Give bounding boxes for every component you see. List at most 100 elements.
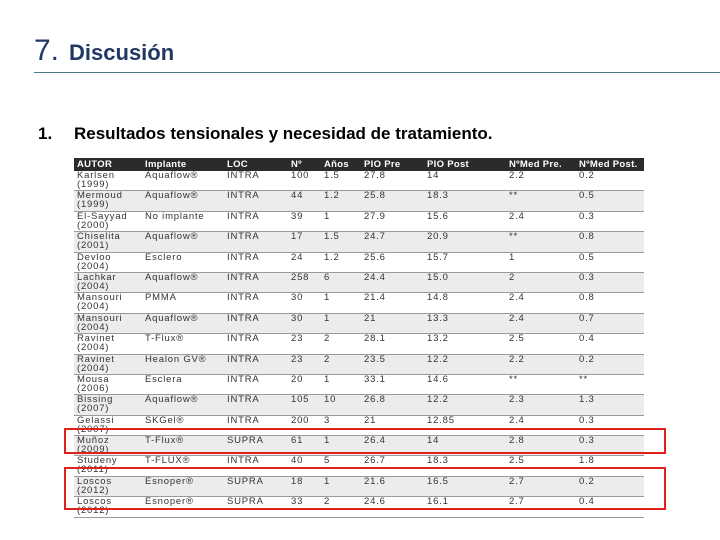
author-name: Studeny bbox=[77, 455, 118, 467]
author-year: (2001) bbox=[77, 240, 110, 252]
cell-years: 2 bbox=[321, 496, 361, 518]
table-row: Loscos (2012) Esnoper® SUPRA 33 2 24.6 16.1 2.7 0… bbox=[74, 496, 644, 518]
cell-implant: Aquaflow® bbox=[142, 313, 224, 335]
table-row: Ravinet (2004) Healon GV® INTRA 23 2 23.5 12.2 2… bbox=[74, 353, 644, 375]
col-header-author: AUTOR bbox=[74, 158, 142, 171]
cell-med-pre: 2.7 bbox=[506, 476, 576, 498]
cell-years: 1.2 bbox=[321, 190, 361, 212]
cell-loc: SUPRA bbox=[224, 476, 288, 498]
cell-med-post: 0.4 bbox=[576, 496, 644, 518]
table-row: Devloo (2004) Esclero INTRA 24 1.2 25.6 15.7 1 0.… bbox=[74, 251, 644, 273]
cell-loc: INTRA bbox=[224, 252, 288, 273]
subtitle: 1. Resultados tensionales y necesidad de … bbox=[38, 124, 493, 144]
cell-n: 30 bbox=[288, 292, 321, 314]
cell-implant: Aquaflow® bbox=[142, 171, 224, 192]
highlight-box-loscos bbox=[64, 467, 666, 510]
cell-author: Mansouri (2004) bbox=[74, 313, 142, 335]
author-name: Gelassi bbox=[77, 414, 115, 426]
cell-pio-pre: 25.6 bbox=[361, 252, 424, 273]
author-year: (2004) bbox=[77, 260, 110, 272]
cell-loc: INTRA bbox=[224, 313, 288, 335]
cell-pio-post: 12.2 bbox=[424, 394, 506, 416]
cell-years: 1.5 bbox=[321, 231, 361, 253]
table-row: Loscos (2012) Esnoper® SUPRA 18 1 21.6 16.5 2.7 0… bbox=[74, 476, 644, 498]
cell-med-pre: 2.8 bbox=[506, 435, 576, 457]
cell-author: Devloo (2004) bbox=[74, 251, 142, 273]
author-year: (2000) bbox=[77, 219, 110, 231]
author-year: (2012) bbox=[77, 505, 110, 517]
cell-med-pre: 2.4 bbox=[506, 211, 576, 233]
cell-pio-post: 18.3 bbox=[424, 455, 506, 477]
results-table: AUTOR Implante LOC Nº Años PIO Pre PIO P… bbox=[74, 158, 644, 518]
col-header-pio-post: PIO Post bbox=[424, 158, 506, 171]
cell-implant: Aquaflow® bbox=[142, 190, 224, 212]
cell-years: 3 bbox=[321, 415, 361, 437]
author-name: Ravinet bbox=[77, 353, 115, 365]
cell-med-post: 0.3 bbox=[576, 211, 644, 233]
cell-pio-post: 12.2 bbox=[424, 354, 506, 375]
cell-implant: Esclera bbox=[142, 374, 224, 396]
cell-pio-post: 14.8 bbox=[424, 292, 506, 314]
cell-med-pre: 2.3 bbox=[506, 394, 576, 416]
author-year: (1999) bbox=[77, 179, 110, 190]
cell-implant: PMMA bbox=[142, 292, 224, 314]
cell-n: 40 bbox=[288, 455, 321, 477]
cell-pio-post: 13.2 bbox=[424, 333, 506, 355]
cell-n: 20 bbox=[288, 374, 321, 396]
cell-implant: T-FLUX® bbox=[142, 455, 224, 477]
cell-loc: INTRA bbox=[224, 292, 288, 314]
table-row: Studeny (2011) T-FLUX® INTRA 40 5 26.7 18.3 2.5 1… bbox=[74, 455, 644, 477]
table-row: Mousa (2006) Esclera INTRA 20 1 33.1 14.6 ** ** bbox=[74, 374, 644, 396]
cell-loc: INTRA bbox=[224, 171, 288, 192]
cell-pio-pre: 21.4 bbox=[361, 292, 424, 314]
cell-med-pre: 2.2 bbox=[506, 354, 576, 375]
cell-implant: Esnoper® bbox=[142, 476, 224, 498]
cell-pio-pre: 26.4 bbox=[361, 435, 424, 457]
table-row: El-Sayyad (2000) No implante INTRA 39 1 27.9 15… bbox=[74, 211, 644, 233]
cell-years: 1 bbox=[321, 476, 361, 498]
cell-med-post: 0.5 bbox=[576, 252, 644, 273]
cell-n: 258 bbox=[288, 272, 321, 294]
cell-pio-pre: 26.8 bbox=[361, 394, 424, 416]
highlight-box-munoz bbox=[64, 428, 666, 454]
author-name: Devloo bbox=[77, 251, 112, 263]
cell-pio-post: 15.6 bbox=[424, 211, 506, 233]
cell-years: 10 bbox=[321, 394, 361, 416]
col-header-pio-pre: PIO Pre bbox=[361, 158, 424, 171]
cell-years: 1 bbox=[321, 313, 361, 335]
cell-pio-post: 18.3 bbox=[424, 190, 506, 212]
slide-title: 7. Discusión bbox=[34, 34, 174, 68]
cell-years: 1 bbox=[321, 211, 361, 233]
cell-n: 18 bbox=[288, 476, 321, 498]
cell-med-pre: ** bbox=[506, 374, 576, 396]
cell-pio-pre: 21 bbox=[361, 415, 424, 437]
cell-pio-post: 14 bbox=[424, 435, 506, 457]
cell-pio-pre: 21.6 bbox=[361, 476, 424, 498]
author-name: Muñoz bbox=[77, 435, 110, 447]
cell-author: Lachkar (2004) bbox=[74, 272, 142, 294]
col-header-implant: Implante bbox=[142, 158, 224, 171]
author-name: Mermoud bbox=[77, 190, 123, 202]
cell-n: 23 bbox=[288, 354, 321, 375]
cell-med-post: 0.8 bbox=[576, 292, 644, 314]
cell-loc: INTRA bbox=[224, 455, 288, 477]
cell-n: 44 bbox=[288, 190, 321, 212]
cell-author: El-Sayyad (2000) bbox=[74, 211, 142, 233]
cell-author: Mermoud (1999) bbox=[74, 190, 142, 212]
page-title: Discusión bbox=[69, 40, 175, 65]
col-header-med-post: NºMed Post. bbox=[576, 158, 644, 171]
col-header-years: Años bbox=[321, 158, 361, 171]
cell-med-post: 0.2 bbox=[576, 171, 644, 192]
col-header-loc: LOC bbox=[224, 158, 288, 171]
col-header-med-pre: NºMed Pre. bbox=[506, 158, 576, 171]
cell-pio-pre: 25.8 bbox=[361, 190, 424, 212]
cell-implant: No implante bbox=[142, 211, 224, 233]
cell-pio-pre: 28.1 bbox=[361, 333, 424, 355]
cell-pio-pre: 23.5 bbox=[361, 354, 424, 375]
author-year: (2004) bbox=[77, 342, 110, 354]
cell-pio-pre: 33.1 bbox=[361, 374, 424, 396]
cell-loc: INTRA bbox=[224, 211, 288, 233]
author-year: (2004) bbox=[77, 301, 110, 313]
cell-pio-post: 20.9 bbox=[424, 231, 506, 253]
cell-med-pre: 1 bbox=[506, 252, 576, 273]
